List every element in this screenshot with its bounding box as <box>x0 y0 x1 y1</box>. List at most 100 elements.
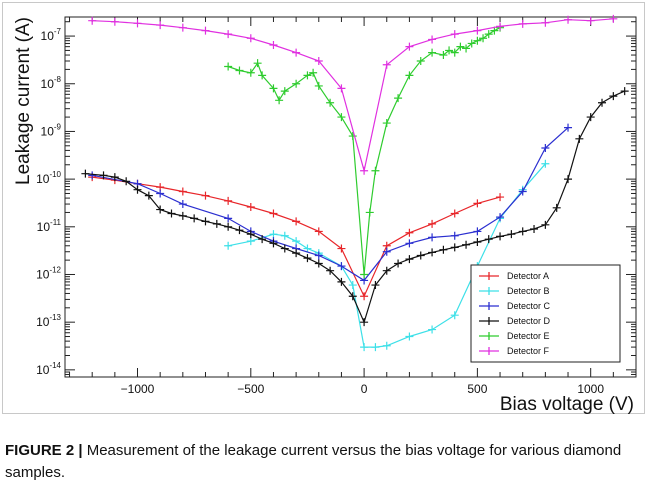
data-point-marker <box>81 169 90 178</box>
data-point-marker <box>280 244 289 253</box>
data-point-marker <box>253 59 262 68</box>
data-point-marker <box>541 220 550 229</box>
data-point-marker <box>428 248 437 257</box>
data-point-marker <box>518 227 527 236</box>
data-point-marker <box>201 217 210 226</box>
data-point-marker <box>484 30 493 39</box>
data-point-marker <box>371 343 380 352</box>
figure-label: FIGURE 2 | <box>5 442 83 459</box>
data-point-marker <box>473 26 482 35</box>
legend-entry-label: Detector D <box>507 316 551 326</box>
data-point-marker <box>439 51 448 60</box>
data-point-marker <box>445 46 454 55</box>
legend: Detector A Detector B Detector C Detector D… <box>470 264 621 363</box>
data-point-marker <box>246 68 255 77</box>
y-tick-label: 10-9 <box>41 122 62 138</box>
data-point-marker <box>280 87 289 96</box>
x-tick-label: 1000 <box>577 382 604 396</box>
data-point-marker <box>518 187 527 196</box>
data-point-marker <box>462 44 471 53</box>
data-point-marker <box>360 318 369 327</box>
data-point-marker <box>479 34 488 43</box>
x-axis-title: Bias voltage (V) <box>500 394 634 415</box>
data-point-marker <box>564 175 573 184</box>
data-point-marker <box>156 189 165 198</box>
data-point-marker <box>484 235 493 244</box>
data-point-marker <box>269 40 278 49</box>
data-point-marker <box>212 219 221 228</box>
data-point-marker <box>99 171 108 180</box>
y-tick-label: 10-7 <box>41 27 62 43</box>
data-point-marker <box>178 211 187 220</box>
series-detector-f <box>88 14 618 175</box>
legend-box <box>470 264 621 363</box>
data-point-marker <box>269 230 278 239</box>
data-point-marker <box>156 21 165 30</box>
legend-entry-label: Detector C <box>507 301 551 311</box>
data-point-marker <box>224 222 233 231</box>
data-point-marker <box>246 203 255 212</box>
data-point-marker <box>394 259 403 268</box>
data-point-marker <box>462 240 471 249</box>
data-point-marker <box>586 16 595 25</box>
data-point-marker <box>564 123 573 132</box>
data-point-marker <box>496 213 505 222</box>
data-point-marker <box>224 30 233 39</box>
data-point-marker <box>88 171 97 180</box>
plot-frame <box>64 16 637 378</box>
data-point-marker <box>167 209 176 218</box>
data-point-marker <box>337 113 346 122</box>
data-point-marker <box>303 254 312 263</box>
data-point-marker <box>269 239 278 248</box>
y-tick-label: 10-11 <box>37 218 62 234</box>
data-point-marker <box>405 239 414 248</box>
data-point-marker <box>178 23 187 32</box>
data-point-marker <box>428 325 437 334</box>
data-point-marker <box>337 277 346 286</box>
data-point-marker <box>292 217 301 226</box>
data-point-marker <box>110 173 119 182</box>
data-point-marker <box>428 219 437 228</box>
data-point-marker <box>450 311 459 320</box>
data-point-marker <box>360 292 369 301</box>
data-point-marker <box>258 71 267 80</box>
data-point-marker <box>575 134 584 143</box>
figure-caption: FIGURE 2 | Measurement of the leakage cu… <box>5 440 645 484</box>
data-point-marker <box>269 209 278 218</box>
data-point-marker <box>314 259 323 268</box>
data-point-marker <box>224 196 233 205</box>
data-point-marker <box>609 92 618 101</box>
y-tick-label: 10-10 <box>36 170 61 186</box>
data-point-marker <box>541 143 550 152</box>
data-point-marker <box>246 34 255 43</box>
series-detector-d <box>81 87 629 327</box>
data-point-marker <box>337 84 346 93</box>
caption-text: Measurement of the leakage current versu… <box>5 442 622 481</box>
data-point-marker <box>303 71 312 80</box>
data-point-marker <box>428 48 437 57</box>
y-tick-label: 10-14 <box>36 361 61 377</box>
data-point-marker <box>382 119 391 128</box>
y-tick-label: 10-12 <box>36 265 61 281</box>
data-point-marker <box>348 292 357 301</box>
data-point-marker <box>541 18 550 27</box>
data-point-marker <box>405 42 414 51</box>
data-point-marker <box>598 98 607 107</box>
data-point-marker <box>518 19 527 28</box>
data-point-marker <box>88 16 97 25</box>
data-point-marker <box>382 266 391 275</box>
data-point-marker <box>309 68 318 77</box>
data-point-marker <box>371 281 380 290</box>
data-point-marker <box>365 208 374 217</box>
data-point-marker <box>428 35 437 44</box>
data-point-marker <box>552 203 561 212</box>
data-point-marker <box>473 199 482 208</box>
data-point-marker <box>507 230 516 239</box>
data-point-marker <box>450 30 459 39</box>
x-tick-label: 0 <box>361 382 368 396</box>
data-point-marker <box>110 17 119 26</box>
data-point-marker <box>224 62 233 71</box>
data-point-marker <box>467 39 476 48</box>
data-point-marker <box>473 227 482 236</box>
data-point-marker <box>620 87 629 96</box>
